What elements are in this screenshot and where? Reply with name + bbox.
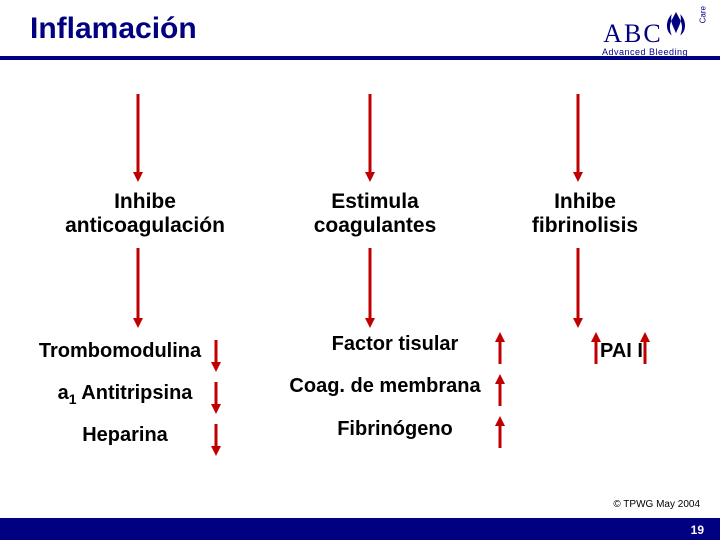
logo: ABC Care Advanced Bleeding xyxy=(602,8,688,57)
slide: Inflamación ABC Care Advanced Bleeding I… xyxy=(0,0,720,540)
arrow-head-icon xyxy=(133,318,143,328)
arrow-head-icon xyxy=(365,318,375,328)
arrow-head-icon xyxy=(573,172,583,182)
node-heparina: Heparina xyxy=(55,424,195,447)
a1-rest: Antitripsina xyxy=(76,382,192,404)
node-factor-tisular: Factor tisular xyxy=(295,333,495,356)
arrow-head-icon xyxy=(495,332,505,342)
arrow-head-icon xyxy=(365,172,375,182)
node-coag-membrana: Coag. de membrana xyxy=(270,375,500,398)
page-number: 19 xyxy=(691,523,704,537)
node-antitripsina: a1 Antitripsina xyxy=(40,382,210,407)
logo-care: Care xyxy=(699,6,708,23)
arrows-layer xyxy=(0,0,720,540)
node-col3-top: Inhibefibrinolisis xyxy=(510,190,660,238)
header: Inflamación ABC Care Advanced Bleeding xyxy=(0,0,720,64)
flame-icon xyxy=(665,12,687,46)
header-rule xyxy=(0,56,720,60)
a1-prefix: a xyxy=(58,382,69,404)
node-pai: PAI I xyxy=(600,340,650,363)
copyright: © TPWG May 2004 xyxy=(613,499,700,510)
footer-bar: 19 xyxy=(0,518,720,540)
node-trombomodulina: Trombomodulina xyxy=(30,340,210,363)
arrow-head-icon xyxy=(495,416,505,426)
logo-mark: ABC Care xyxy=(603,8,686,49)
node-fibrinogeno: Fibrinógeno xyxy=(310,418,480,441)
arrow-head-icon xyxy=(573,318,583,328)
node-col1-top: Inhibeanticoagulación xyxy=(45,190,245,238)
arrow-head-icon xyxy=(211,446,221,456)
page-title: Inflamación xyxy=(30,12,197,46)
logo-text: ABC xyxy=(603,19,662,49)
node-col2-top: Estimulacoagulantes xyxy=(290,190,460,238)
arrow-head-icon xyxy=(133,172,143,182)
arrow-head-icon xyxy=(211,404,221,414)
arrow-head-icon xyxy=(211,362,221,372)
